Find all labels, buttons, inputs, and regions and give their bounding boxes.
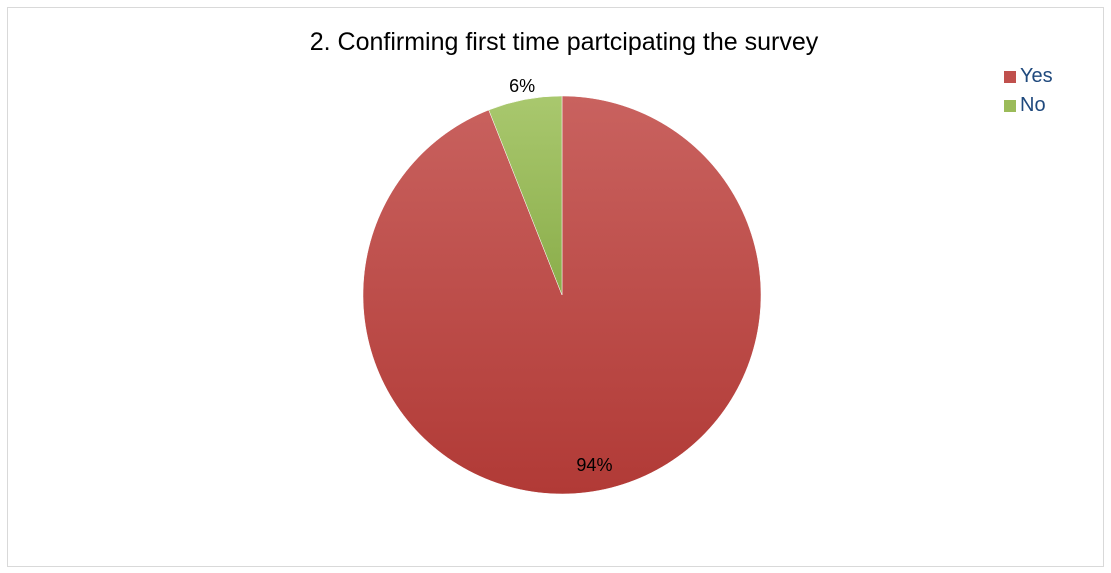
data-label-yes: 94% [576, 455, 612, 475]
data-label-no: 6% [509, 76, 535, 96]
pie-slice-no [488, 95, 563, 296]
pie-slices [362, 95, 762, 495]
pie-data-labels: 94% 6% [509, 76, 612, 475]
legend-item-yes: Yes [1004, 62, 1053, 91]
chart-legend: Yes No [1004, 62, 1053, 120]
legend-item-no: No [1004, 91, 1053, 120]
legend-swatch-yes [1004, 70, 1016, 83]
legend-label-no: No [1020, 94, 1046, 116]
chart-title: 2. Confirming first time partcipating th… [309, 28, 819, 56]
legend-label-yes: Yes [1020, 65, 1053, 87]
legend-swatch-no [1004, 99, 1016, 112]
